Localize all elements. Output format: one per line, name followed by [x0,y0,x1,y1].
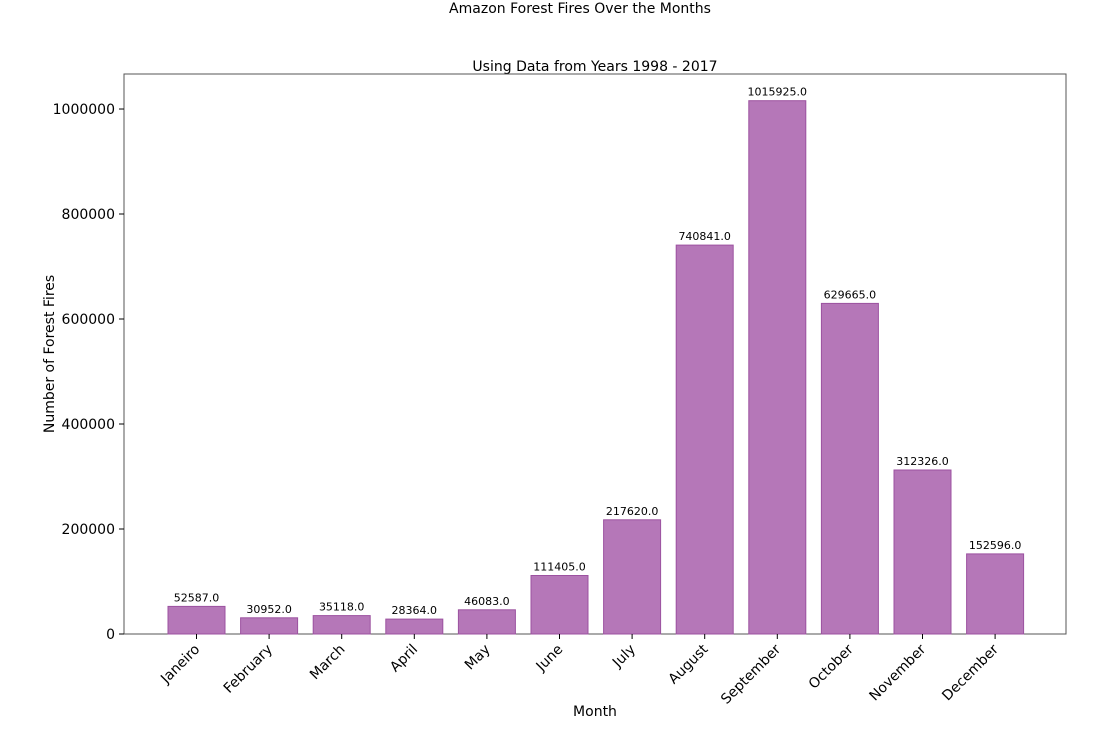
y-tick-label: 400000 [62,417,115,433]
data-label: 217620.0 [606,505,659,518]
x-tick-label: Janeiro [157,642,203,688]
y-axis: 0 200000 400000 600000 800000 1000000 [53,102,124,643]
bar-october [820,302,879,635]
x-tick-label: August [666,641,712,687]
x-tick-label: April [387,642,421,676]
bar-june [530,575,589,635]
bar-september [748,100,807,635]
x-axis: Janeiro February March April May June July Augu… [157,634,1002,708]
x-tick-label: June [533,642,567,676]
bar-janeiro [167,605,226,635]
data-label: 1015925.0 [748,86,808,99]
data-label: 629665.0 [824,288,877,301]
x-axis-label: Month [573,704,617,720]
data-label: 35118.0 [319,601,365,614]
x-tick-label: February [221,642,276,697]
data-label: 46083.0 [464,595,510,608]
bar-july [603,519,662,635]
y-tick-label: 800000 [62,207,115,223]
y-tick-label: 600000 [62,312,115,328]
x-tick-label: September [718,641,784,707]
bar-november [893,469,952,635]
x-tick-label: July [609,642,639,672]
x-tick-label: March [307,642,348,683]
y-tick-label: 1000000 [53,102,115,118]
y-tick-label: 200000 [62,522,115,538]
x-tick-label: May [462,642,494,674]
bar-december [966,553,1025,635]
x-tick-label: October [806,641,857,692]
data-label: 30952.0 [246,603,292,616]
data-label: 312326.0 [896,455,949,468]
chart-suptitle: Amazon Forest Fires Over the Months [449,1,711,17]
plot-frame [123,73,1067,635]
bar-april [385,618,444,635]
bar-may [457,609,516,635]
x-tick-label: November [867,641,930,704]
plot-area: 52587.0 30952.0 35118.0 28364.0 46083.0 11140… [53,73,1067,708]
y-tick-label: 0 [106,627,115,643]
x-tick-label: December [939,641,1002,704]
data-label: 111405.0 [533,561,586,574]
data-label: 28364.0 [392,604,438,617]
data-label: 152596.0 [969,539,1022,552]
data-label: 740841.0 [678,230,731,243]
data-labels-group: 52587.0 30952.0 35118.0 28364.0 46083.0 11140… [174,86,1022,617]
bar-august [675,244,734,635]
bar-march [312,615,371,635]
y-axis-label: Number of Forest Fires [42,275,58,433]
chart-title: Using Data from Years 1998 - 2017 [472,59,717,75]
data-label: 52587.0 [174,591,220,604]
bar-february [240,617,299,635]
bars-group [167,100,1025,635]
